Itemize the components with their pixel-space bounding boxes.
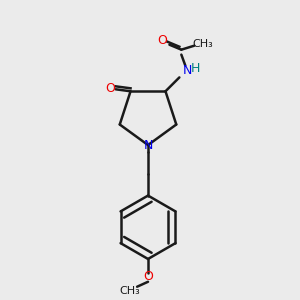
Text: O: O xyxy=(158,34,167,47)
Text: CH₃: CH₃ xyxy=(120,286,141,296)
Text: N: N xyxy=(143,139,153,152)
Text: N: N xyxy=(183,64,192,77)
Text: H: H xyxy=(190,62,200,75)
Text: CH₃: CH₃ xyxy=(193,39,214,49)
Text: O: O xyxy=(105,82,115,95)
Text: O: O xyxy=(143,270,153,283)
